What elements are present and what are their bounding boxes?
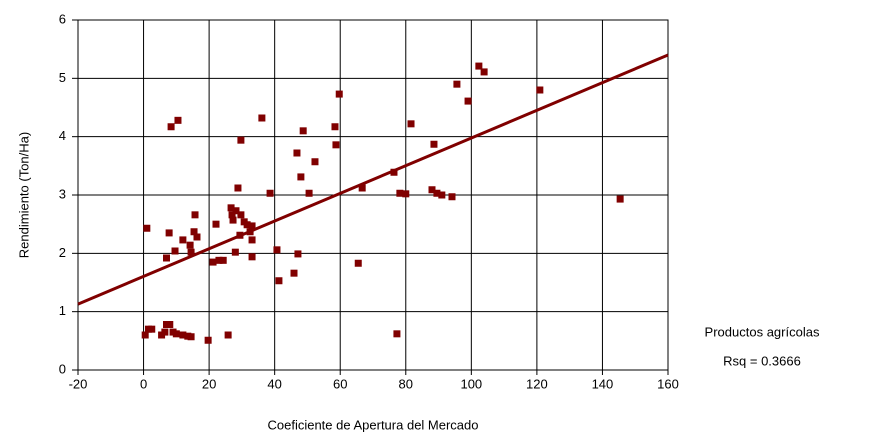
- point: [290, 269, 298, 277]
- plot-border: [77, 19, 669, 371]
- annotation: Rsq = 0.3666: [723, 353, 801, 368]
- point: [294, 250, 302, 258]
- point: [179, 236, 187, 244]
- point: [311, 158, 319, 166]
- point: [237, 136, 245, 144]
- point: [232, 207, 240, 215]
- point: [215, 256, 223, 264]
- point: [433, 189, 441, 197]
- point: [228, 211, 236, 219]
- x-tick-label: 40: [267, 376, 281, 391]
- point: [428, 186, 436, 194]
- x-tick-label: 60: [333, 376, 347, 391]
- point: [227, 204, 235, 212]
- point: [480, 68, 488, 76]
- point: [187, 333, 195, 341]
- y-tick-label: 3: [59, 186, 66, 201]
- x-tick-label: 0: [140, 376, 147, 391]
- y-tick-label: 1: [59, 303, 66, 318]
- point: [236, 231, 244, 239]
- point: [407, 120, 415, 128]
- point: [453, 80, 461, 88]
- x-tick-label: 80: [399, 376, 413, 391]
- point: [390, 168, 398, 176]
- point: [335, 90, 343, 98]
- point: [354, 259, 362, 267]
- point: [396, 189, 404, 197]
- point: [237, 211, 245, 219]
- y-tick-label: 5: [59, 70, 66, 85]
- point: [143, 224, 151, 232]
- point: [187, 248, 195, 256]
- point: [167, 123, 175, 131]
- point: [193, 233, 201, 241]
- x-tick-label: -20: [69, 376, 88, 391]
- point: [536, 86, 544, 94]
- x-tick-label: 120: [526, 376, 548, 391]
- point: [402, 190, 410, 198]
- point: [299, 127, 307, 135]
- point: [258, 114, 266, 122]
- point: [248, 253, 256, 261]
- point: [275, 277, 283, 285]
- point: [179, 331, 187, 339]
- point: [141, 331, 149, 339]
- point: [246, 228, 254, 236]
- point: [305, 189, 313, 197]
- x-tick-label: 140: [592, 376, 614, 391]
- point: [475, 62, 483, 70]
- y-tick-label: 6: [59, 11, 66, 26]
- point: [293, 149, 301, 157]
- point: [209, 258, 217, 266]
- x-tick-label: 100: [460, 376, 482, 391]
- point: [248, 236, 256, 244]
- point: [464, 97, 472, 105]
- point: [174, 116, 182, 124]
- point: [191, 211, 199, 219]
- point: [219, 256, 227, 264]
- x-tick-label: 160: [657, 376, 679, 391]
- point: [204, 336, 212, 344]
- point: [243, 221, 251, 229]
- point: [430, 140, 438, 148]
- point: [438, 191, 446, 199]
- y-tick-label: 4: [59, 128, 66, 143]
- point: [234, 184, 242, 192]
- annotation: Productos agrícolas: [705, 324, 820, 339]
- point: [148, 325, 156, 333]
- point: [616, 195, 624, 203]
- point: [332, 141, 340, 149]
- point: [190, 228, 198, 236]
- x-axis-label: Coeficiente de Apertura del Mercado: [267, 417, 478, 432]
- point: [273, 246, 281, 254]
- point: [231, 248, 239, 256]
- point: [165, 229, 173, 237]
- x-tick-label: 20: [202, 376, 216, 391]
- point: [161, 328, 169, 336]
- point: [163, 254, 170, 262]
- point: [266, 189, 274, 197]
- point: [212, 220, 220, 228]
- point: [172, 330, 180, 338]
- point: [393, 330, 401, 338]
- point: [331, 123, 339, 131]
- y-tick-label: 0: [59, 361, 66, 376]
- point: [248, 222, 256, 230]
- point: [448, 193, 456, 201]
- point: [224, 331, 232, 339]
- point: [186, 241, 194, 249]
- point: [166, 321, 174, 328]
- point: [229, 216, 237, 224]
- point: [171, 247, 179, 255]
- y-axis-label: Rendimiento (Ton/Ha): [16, 132, 31, 258]
- y-tick-label: 2: [59, 245, 66, 260]
- point: [358, 184, 366, 192]
- fit-line: [77, 53, 669, 306]
- point: [297, 173, 305, 181]
